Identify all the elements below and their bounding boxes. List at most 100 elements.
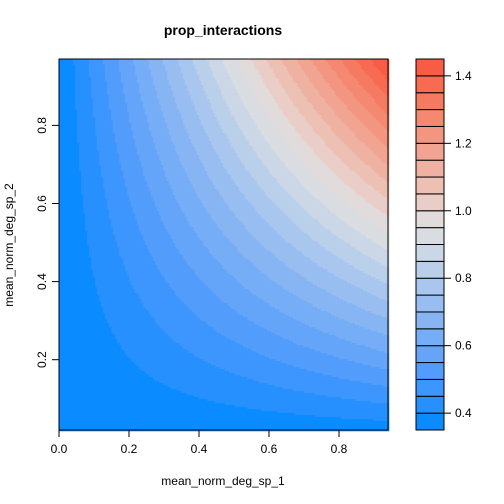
contour-cell	[259, 117, 262, 120]
contour-cell	[321, 59, 324, 62]
contour-cell	[365, 89, 368, 92]
contour-cell	[281, 71, 284, 74]
contour-cell	[141, 77, 144, 80]
contour-cell	[289, 89, 292, 92]
contour-cell	[157, 117, 160, 120]
contour-cell	[385, 65, 388, 68]
contour-cell	[379, 75, 382, 78]
contour-cell	[143, 67, 146, 70]
contour-cell	[243, 71, 246, 74]
contour-cell	[311, 101, 314, 104]
contour-cell	[153, 61, 156, 64]
contour-cell	[363, 87, 366, 90]
contour-cell	[339, 81, 342, 84]
contour-cell	[327, 111, 330, 114]
contour-cell	[61, 59, 64, 62]
contour-cell	[155, 101, 158, 104]
contour-cell	[151, 69, 154, 72]
contour-cell	[75, 83, 78, 86]
contour-cell	[59, 109, 62, 112]
contour-cell	[141, 101, 144, 104]
contour-cell	[181, 115, 184, 118]
contour-cell	[89, 87, 92, 90]
contour-cell	[343, 85, 346, 88]
contour-cell	[115, 93, 118, 96]
contour-cell	[187, 113, 190, 116]
contour-cell	[123, 69, 126, 72]
contour-cell	[105, 69, 108, 72]
contour-cell	[289, 69, 292, 72]
contour-cell	[171, 59, 174, 62]
contour-cell	[223, 61, 226, 64]
contour-cell	[73, 85, 76, 88]
contour-cell	[169, 67, 172, 70]
contour-cell	[357, 79, 360, 82]
contour-cell	[295, 91, 298, 94]
contour-cell	[295, 93, 298, 96]
contour-cell	[379, 63, 382, 66]
contour-cell	[149, 89, 152, 92]
contour-cell	[257, 95, 260, 98]
contour-cell	[183, 67, 186, 70]
contour-cell	[219, 59, 222, 62]
contour-cell	[185, 79, 188, 82]
contour-cell	[195, 95, 198, 98]
contour-cell	[333, 85, 336, 88]
contour-cell	[181, 79, 184, 82]
contour-cell	[209, 93, 212, 96]
contour-cell	[129, 89, 132, 92]
contour-cell	[381, 107, 384, 110]
contour-cell	[173, 61, 176, 64]
contour-cell	[287, 91, 290, 94]
contour-cell	[111, 79, 114, 82]
contour-cell	[93, 91, 96, 94]
contour-cell	[157, 107, 160, 110]
contour-cell	[281, 107, 284, 110]
contour-cell	[105, 67, 108, 70]
contour-cell	[77, 101, 80, 104]
contour-cell	[149, 73, 152, 76]
contour-cell	[189, 117, 192, 120]
contour-cell	[87, 87, 90, 90]
contour-cell	[113, 83, 116, 86]
contour-cell	[307, 103, 310, 106]
contour-cell	[339, 99, 342, 102]
contour-cell	[363, 59, 366, 62]
contour-cell	[263, 109, 266, 112]
contour-cell	[177, 99, 180, 102]
contour-cell	[227, 111, 230, 114]
contour-cell	[211, 61, 214, 64]
contour-cell	[89, 107, 92, 110]
contour-cell	[183, 105, 186, 108]
contour-cell	[335, 103, 338, 106]
contour-cell	[223, 73, 226, 76]
contour-cell	[271, 103, 274, 106]
contour-cell	[151, 119, 154, 122]
contour-cell	[135, 105, 138, 108]
contour-cell	[225, 95, 228, 98]
contour-cell	[359, 99, 362, 102]
contour-cell	[163, 111, 166, 114]
contour-cell	[99, 77, 102, 80]
contour-cell	[167, 109, 170, 112]
contour-cell	[329, 91, 332, 94]
contour-cell	[271, 89, 274, 92]
contour-cell	[103, 117, 106, 120]
contour-cell	[177, 105, 180, 108]
contour-cell	[85, 59, 88, 62]
contour-cell	[325, 59, 328, 62]
contour-cell	[269, 109, 272, 112]
contour-cell	[233, 107, 236, 110]
contour-cell	[309, 105, 312, 108]
contour-cell	[349, 109, 352, 112]
contour-cell	[197, 63, 200, 66]
contour-cell	[103, 63, 106, 66]
contour-cell	[225, 61, 228, 64]
contour-cell	[153, 105, 156, 108]
contour-cell	[329, 89, 332, 92]
contour-cell	[229, 99, 232, 102]
contour-cell	[109, 85, 112, 88]
contour-cell	[339, 95, 342, 98]
contour-cell	[339, 73, 342, 76]
contour-cell	[319, 87, 322, 90]
